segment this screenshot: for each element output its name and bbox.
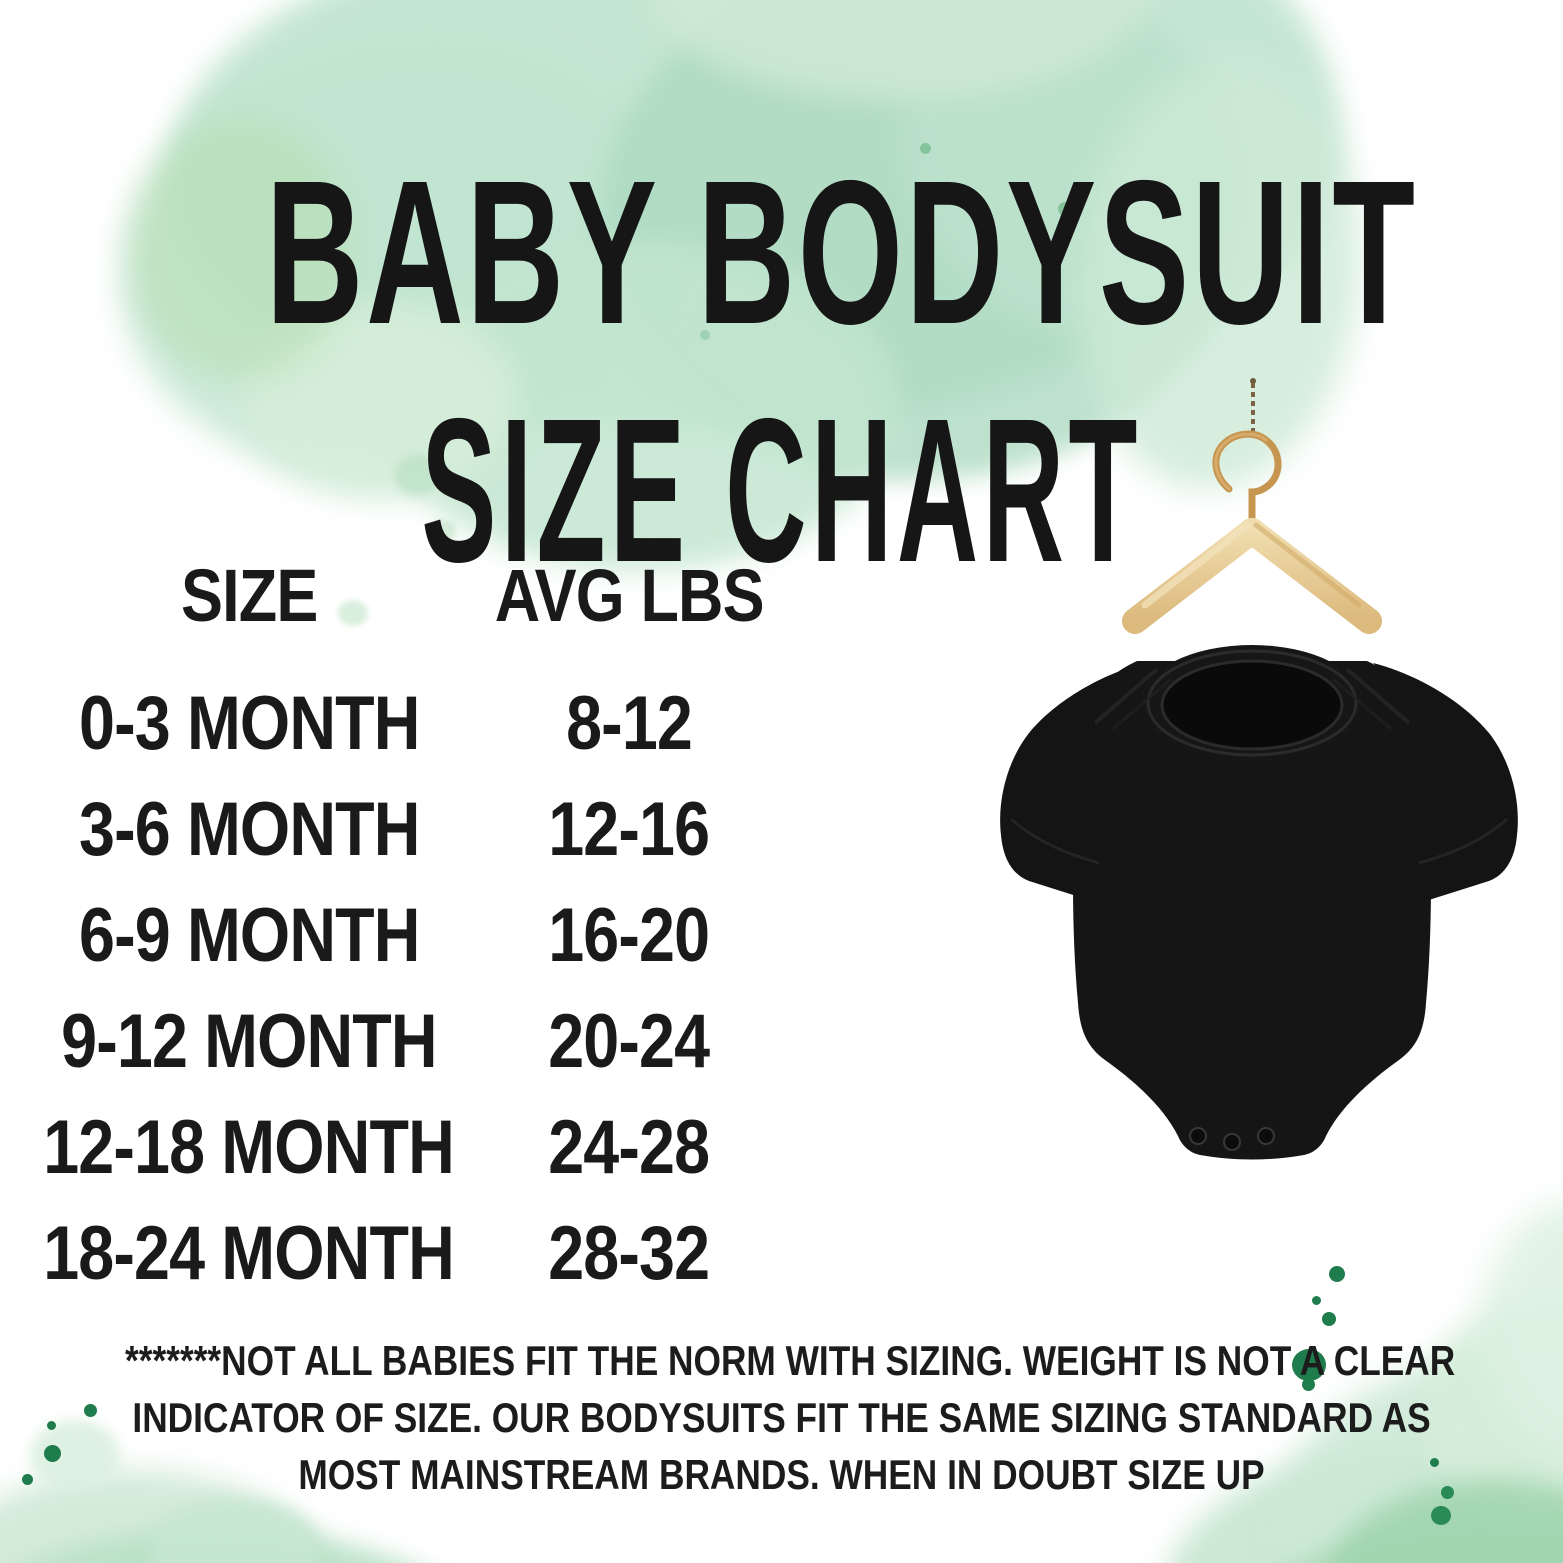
size-cell: 3-6 MONTH (78, 786, 420, 872)
size-cell: 0-3 MONTH (78, 680, 420, 766)
avg-lbs-cell: 8-12 (566, 680, 693, 766)
watercolor-splotch (1230, 1520, 1563, 1563)
watercolor-splotch (650, 0, 1150, 100)
envelope-flap-left (1093, 667, 1159, 725)
avg-lbs-cell: 24-28 (548, 1104, 711, 1190)
page-title-line2: SIZE CHART (421, 376, 1142, 606)
bodysuit-torso (1072, 661, 1432, 1160)
hook-pin (1250, 378, 1256, 384)
table-row: 9-12 MONTH 20-24 (40, 988, 800, 1094)
table-row: 3-6 MONTH 12-16 (40, 776, 800, 882)
column-header-avg-lbs: AVG LBS (494, 553, 765, 637)
size-cell: 12-18 MONTH (43, 1104, 456, 1190)
table-row: 6-9 MONTH 16-20 (40, 882, 800, 988)
table-row: 18-24 MONTH 28-32 (40, 1200, 800, 1306)
size-cell: 9-12 MONTH (61, 998, 437, 1084)
disclaimer-line: MOST MAINSTREAM BRANDS. WHEN IN DOUBT SI… (298, 1451, 1265, 1498)
splatter-dot (1312, 1296, 1321, 1305)
table-row: 0-3 MONTH 8-12 (40, 670, 800, 776)
envelope-flap-right-inner (1332, 677, 1392, 731)
avg-lbs-cell: 20-24 (548, 998, 711, 1084)
table-row: 12-18 MONTH 24-28 (40, 1094, 800, 1200)
size-table: SIZE AVG LBS 0-3 MONTH 8-12 3-6 MONTH 12… (40, 548, 800, 1306)
watercolor-splotch (0, 1530, 480, 1563)
disclaimer-line: *******NOT ALL BABIES FIT THE NORM WITH … (125, 1337, 1456, 1384)
disclaimer-line: INDICATOR OF SIZE. OUR BODYSUITS FIT THE… (132, 1394, 1431, 1441)
right-cuff-seam (1418, 817, 1509, 865)
table-header-row: SIZE AVG LBS (40, 548, 800, 642)
size-cell: 18-24 MONTH (43, 1210, 456, 1296)
collar-ribbing-outer (1146, 649, 1358, 757)
envelope-flap-left-inner (1112, 677, 1172, 731)
splatter-dot (1329, 1266, 1345, 1282)
snap-button (1189, 1127, 1207, 1145)
column-header-size: SIZE (180, 553, 318, 637)
disclaimer: *******NOT ALL BABIES FIT THE NORM WITH … (0, 1332, 1563, 1503)
bodysuit-image (985, 373, 1533, 1173)
neck-opening (1162, 661, 1342, 749)
avg-lbs-cell: 16-20 (548, 892, 711, 978)
size-cell: 6-9 MONTH (78, 892, 420, 978)
bodysuit-right-sleeve (1373, 663, 1518, 905)
hanger (1122, 518, 1382, 634)
bodysuit-left-sleeve (1000, 663, 1145, 905)
avg-lbs-cell: 28-32 (548, 1210, 711, 1296)
page-title-line1: BABY BODYSUIT (265, 138, 1418, 368)
page-title: BABY BODYSUIT SIZE CHART (0, 134, 1563, 610)
collar-ribbing-inner (1160, 659, 1344, 751)
snap-button (1257, 1127, 1275, 1145)
left-cuff-seam (1009, 817, 1100, 865)
hanger-hook (1212, 430, 1282, 535)
envelope-flap-right (1345, 667, 1411, 725)
bodysuit-shape (1000, 645, 1518, 1160)
hanger-hook-highlight (1214, 432, 1268, 491)
avg-lbs-cell: 12-16 (548, 786, 711, 872)
snap-button (1223, 1133, 1241, 1151)
splatter-dot (1322, 1312, 1336, 1326)
splatter-dot (1431, 1506, 1451, 1525)
bodysuit-svg (1000, 378, 1518, 1160)
watercolor-splotch (150, 1498, 320, 1563)
